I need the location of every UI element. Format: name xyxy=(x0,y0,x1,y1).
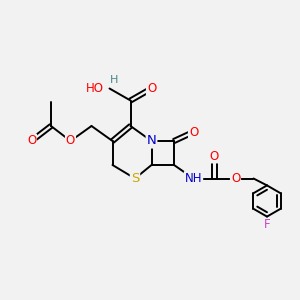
Text: H: H xyxy=(110,75,118,85)
Text: O: O xyxy=(66,134,75,148)
Text: F: F xyxy=(264,218,270,232)
Text: S: S xyxy=(131,172,139,185)
Text: O: O xyxy=(231,172,240,185)
Text: HO: HO xyxy=(86,82,104,95)
Text: O: O xyxy=(210,149,219,163)
Text: NH: NH xyxy=(185,172,202,185)
Text: N: N xyxy=(147,134,156,148)
Text: O: O xyxy=(147,82,156,95)
Text: O: O xyxy=(189,125,198,139)
Text: O: O xyxy=(27,134,36,148)
